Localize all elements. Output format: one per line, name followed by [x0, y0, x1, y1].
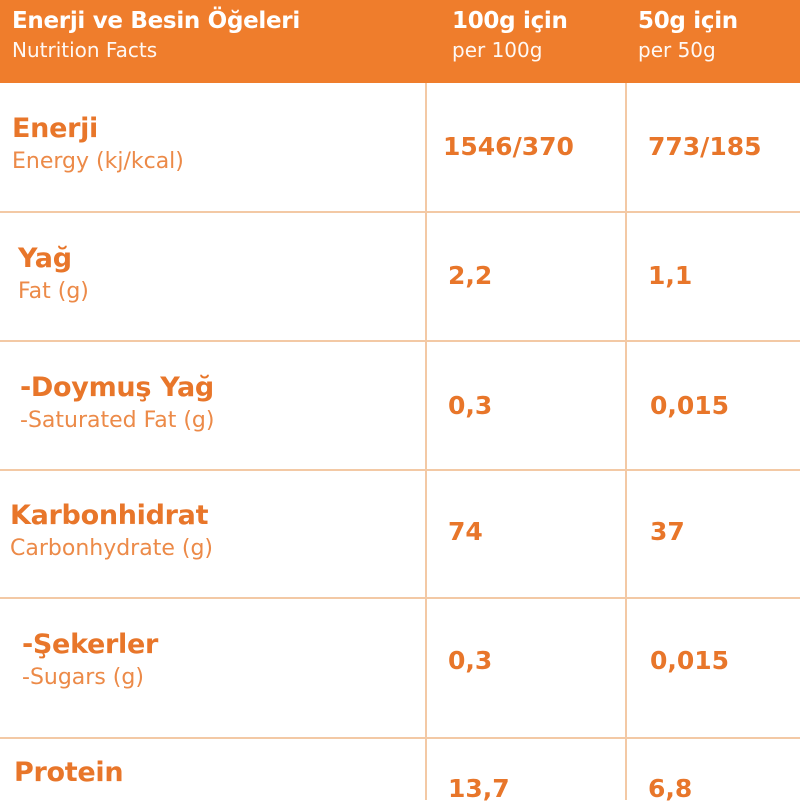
nutrient-label: Protein	[14, 755, 124, 791]
header-per50g-tr: 50g için	[638, 8, 738, 34]
value-per50g: 773/185	[648, 132, 762, 161]
value-per50g: 6,8	[648, 774, 693, 803]
header-per100g-en: per 100g	[452, 38, 543, 62]
header-nutrient-title-en: Nutrition Facts	[12, 38, 158, 62]
header-nutrient-column: Enerji ve Besin Öğeleri Nutrition Facts	[12, 6, 300, 64]
value-per50g: 1,1	[648, 261, 693, 290]
nutrient-label: Karbonhidrat Carbonhydrate (g)	[10, 498, 213, 564]
table-row-sugars: -Şekerler -Sugars (g) 0,3 0,015	[0, 599, 800, 737]
row-divider	[0, 597, 800, 599]
table-row-carbohydrate: Karbonhidrat Carbonhydrate (g) 74 37	[0, 471, 800, 597]
value-per100g: 13,7	[448, 774, 510, 803]
header-per50g-column: 50g için per 50g	[638, 6, 738, 64]
table-row-fat: Yağ Fat (g) 2,2 1,1	[0, 213, 800, 340]
nutrient-label: -Doymuş Yağ -Saturated Fat (g)	[20, 370, 214, 436]
header-per50g-en: per 50g	[638, 38, 716, 62]
nutrient-name-en: -Sugars (g)	[22, 665, 144, 690]
nutrient-label: Enerji Energy (kj/kcal)	[12, 111, 184, 177]
nutrient-label: Yağ Fat (g)	[18, 241, 89, 307]
nutrient-name-en: -Saturated Fat (g)	[20, 408, 215, 433]
value-per50g: 0,015	[650, 391, 730, 420]
nutrient-name-tr: Enerji	[12, 113, 99, 144]
value-per100g: 1546/370	[443, 132, 574, 161]
value-per50g: 0,015	[650, 646, 730, 675]
value-per100g: 0,3	[448, 646, 493, 675]
row-divider	[0, 211, 800, 213]
nutrient-name-tr: Karbonhidrat	[10, 500, 209, 531]
table-header: Enerji ve Besin Öğeleri Nutrition Facts …	[0, 0, 800, 83]
value-per50g: 37	[650, 517, 685, 546]
header-per100g-column: 100g için per 100g	[452, 6, 568, 64]
nutrient-name-en: Energy (kj/kcal)	[12, 149, 184, 174]
nutrient-name-en: Carbonhydrate (g)	[10, 536, 213, 561]
nutrient-name-tr: -Şekerler	[22, 629, 159, 660]
row-divider	[0, 737, 800, 739]
value-per100g: 2,2	[448, 261, 493, 290]
nutrient-name-en: Fat (g)	[18, 279, 89, 304]
nutrient-name-tr: Protein	[14, 757, 124, 788]
column-divider-1	[425, 83, 427, 800]
header-per100g-tr: 100g için	[452, 8, 568, 34]
table-row-protein: Protein 13,7 6,8	[0, 739, 800, 803]
table-row-saturated-fat: -Doymuş Yağ -Saturated Fat (g) 0,3 0,015	[0, 342, 800, 469]
table-row-energy: Enerji Energy (kj/kcal) 1546/370 773/185	[0, 83, 800, 211]
row-divider	[0, 340, 800, 342]
column-divider-2	[625, 83, 627, 800]
nutrient-name-tr: Yağ	[18, 243, 72, 274]
nutrient-label: -Şekerler -Sugars (g)	[22, 627, 158, 693]
value-per100g: 74	[448, 517, 483, 546]
row-divider	[0, 469, 800, 471]
header-nutrient-title-tr: Enerji ve Besin Öğeleri	[12, 8, 300, 34]
nutrient-name-tr: -Doymuş Yağ	[20, 372, 214, 403]
value-per100g: 0,3	[448, 391, 493, 420]
